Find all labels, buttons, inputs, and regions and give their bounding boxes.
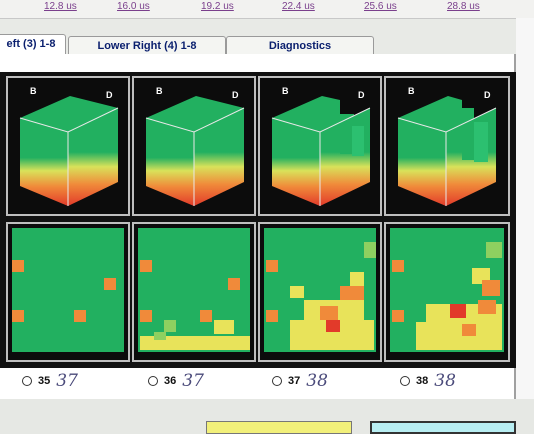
- tab-label: Lower Right (4) 1-8: [97, 40, 197, 52]
- heatmap-view-37[interactable]: [258, 222, 382, 362]
- cube-image: B D: [145, 86, 245, 206]
- frame-number: 38: [416, 375, 429, 387]
- cube-image: B D: [397, 86, 497, 206]
- cube-view-38[interactable]: B D: [384, 76, 510, 216]
- handwritten-note: 38: [306, 371, 328, 391]
- handwritten-note: 37: [56, 371, 78, 391]
- tab-label: Diagnostics: [268, 40, 332, 52]
- frame-number: 36: [164, 375, 177, 387]
- frame-grid: B D B D B: [0, 72, 516, 368]
- heatmap-view-36[interactable]: [132, 222, 256, 362]
- cube-label-b: B: [30, 86, 37, 96]
- heatmap-image: [12, 228, 124, 352]
- radio-button[interactable]: [272, 376, 282, 386]
- tab-diagnostics[interactable]: Diagnostics: [226, 36, 374, 54]
- cube-view-35[interactable]: B D: [6, 76, 130, 216]
- cube-label-d: D: [106, 90, 113, 100]
- ruler-tick: 28.8 us: [447, 1, 480, 12]
- cube-label-d: D: [358, 90, 365, 100]
- ruler-tick: 19.2 us: [201, 1, 234, 12]
- heatmap-view-35[interactable]: [6, 222, 130, 362]
- frame-selector-35[interactable]: 35 37: [22, 371, 78, 391]
- time-ruler: 12.8 us 16.0 us 19.2 us 22.4 us 25.6 us …: [0, 0, 534, 19]
- cube-label-d: D: [232, 90, 239, 100]
- heatmap-view-38[interactable]: [384, 222, 510, 362]
- tab-label: eft (3) 1-8: [6, 38, 56, 50]
- heatmap-image: [138, 228, 250, 352]
- cube-label-b: B: [408, 86, 415, 96]
- frame-number: 37: [288, 375, 301, 387]
- heatmap-image: [390, 228, 504, 352]
- radio-button[interactable]: [22, 376, 32, 386]
- cube-image: B D: [271, 86, 371, 206]
- frame-selector-36[interactable]: 36 37: [148, 371, 204, 391]
- frame-number: 35: [38, 375, 51, 387]
- ruler-tick: 16.0 us: [117, 1, 150, 12]
- tab-lower-right[interactable]: Lower Right (4) 1-8: [68, 36, 226, 54]
- window-edge: [516, 18, 534, 434]
- frame-selector-38[interactable]: 38 38: [400, 371, 456, 391]
- ruler-tick: 22.4 us: [282, 1, 315, 12]
- cube-view-36[interactable]: B D: [132, 76, 256, 216]
- ruler-tick: 25.6 us: [364, 1, 397, 12]
- handwritten-note: 38: [434, 371, 456, 391]
- tab-bar: eft (3) 1-8 Lower Right (4) 1-8 Diagnost…: [0, 18, 534, 56]
- heatmap-image: [264, 228, 376, 352]
- bottom-button-yellow[interactable]: [206, 421, 352, 434]
- cube-label-d: D: [484, 90, 491, 100]
- handwritten-note: 37: [182, 371, 204, 391]
- ruler-tick: 12.8 us: [44, 1, 77, 12]
- bottom-button-cyan[interactable]: [370, 421, 516, 434]
- bottom-toolbar: [0, 399, 534, 434]
- frames-panel: B D B D B: [0, 54, 516, 399]
- cube-label-b: B: [282, 86, 289, 96]
- cube-view-37[interactable]: B D: [258, 76, 382, 216]
- cube-image: B D: [19, 86, 119, 206]
- radio-button[interactable]: [148, 376, 158, 386]
- radio-button[interactable]: [400, 376, 410, 386]
- cube-label-b: B: [156, 86, 163, 96]
- tab-lower-left[interactable]: eft (3) 1-8: [0, 34, 66, 56]
- frame-selector-37[interactable]: 37 38: [272, 371, 328, 391]
